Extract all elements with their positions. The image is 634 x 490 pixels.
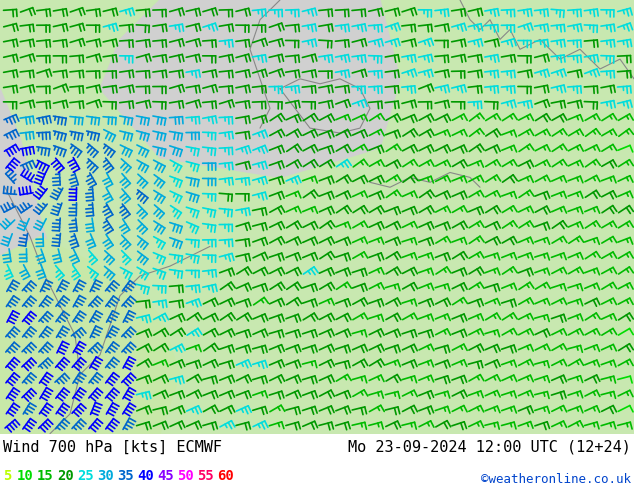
Text: 60: 60	[217, 469, 234, 483]
Text: 55: 55	[197, 469, 214, 483]
Text: 40: 40	[137, 469, 154, 483]
Text: 20: 20	[57, 469, 74, 483]
Text: 45: 45	[157, 469, 174, 483]
Text: 35: 35	[117, 469, 134, 483]
Polygon shape	[100, 0, 400, 177]
Text: Wind 700 hPa [kts] ECMWF: Wind 700 hPa [kts] ECMWF	[3, 440, 222, 455]
Text: 5: 5	[3, 469, 11, 483]
Text: 30: 30	[97, 469, 113, 483]
Text: ©weatheronline.co.uk: ©weatheronline.co.uk	[481, 473, 631, 486]
Text: 10: 10	[17, 469, 34, 483]
Polygon shape	[0, 237, 180, 434]
Text: 15: 15	[37, 469, 54, 483]
Text: 25: 25	[77, 469, 94, 483]
Polygon shape	[0, 316, 120, 434]
Text: 50: 50	[177, 469, 194, 483]
Text: Mo 23-09-2024 12:00 UTC (12+24): Mo 23-09-2024 12:00 UTC (12+24)	[348, 440, 631, 455]
Polygon shape	[0, 89, 120, 434]
